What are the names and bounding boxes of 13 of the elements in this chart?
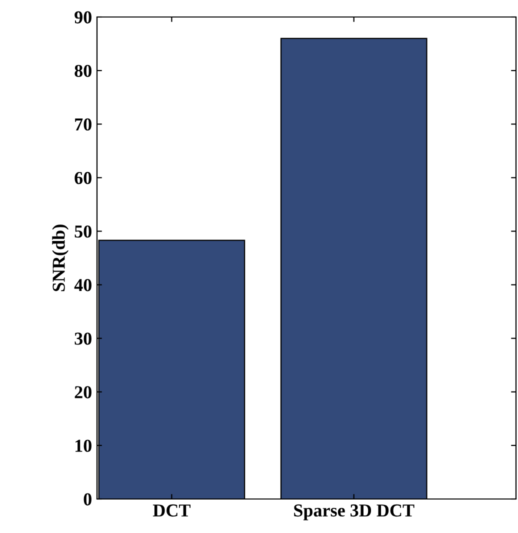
y-tick-label: 30 <box>74 332 92 345</box>
y-tick-label: 90 <box>74 11 92 24</box>
y-tick-label: 0 <box>84 493 92 506</box>
y-tick-label: 50 <box>74 225 92 238</box>
y-tick-label: 20 <box>74 386 92 398</box>
y-tick-label: 10 <box>76 440 92 452</box>
y-tick-label: 60 <box>74 172 92 184</box>
y-tick-label: 40 <box>74 279 92 292</box>
y-tick-label: 70 <box>75 118 92 131</box>
y-tick-label: 80 <box>74 64 92 77</box>
x-tick-label: Sparse 3D DCT <box>294 504 414 520</box>
y-axis-title: SNR(db) <box>52 224 69 292</box>
x-tick-label: DCT <box>152 504 190 517</box>
